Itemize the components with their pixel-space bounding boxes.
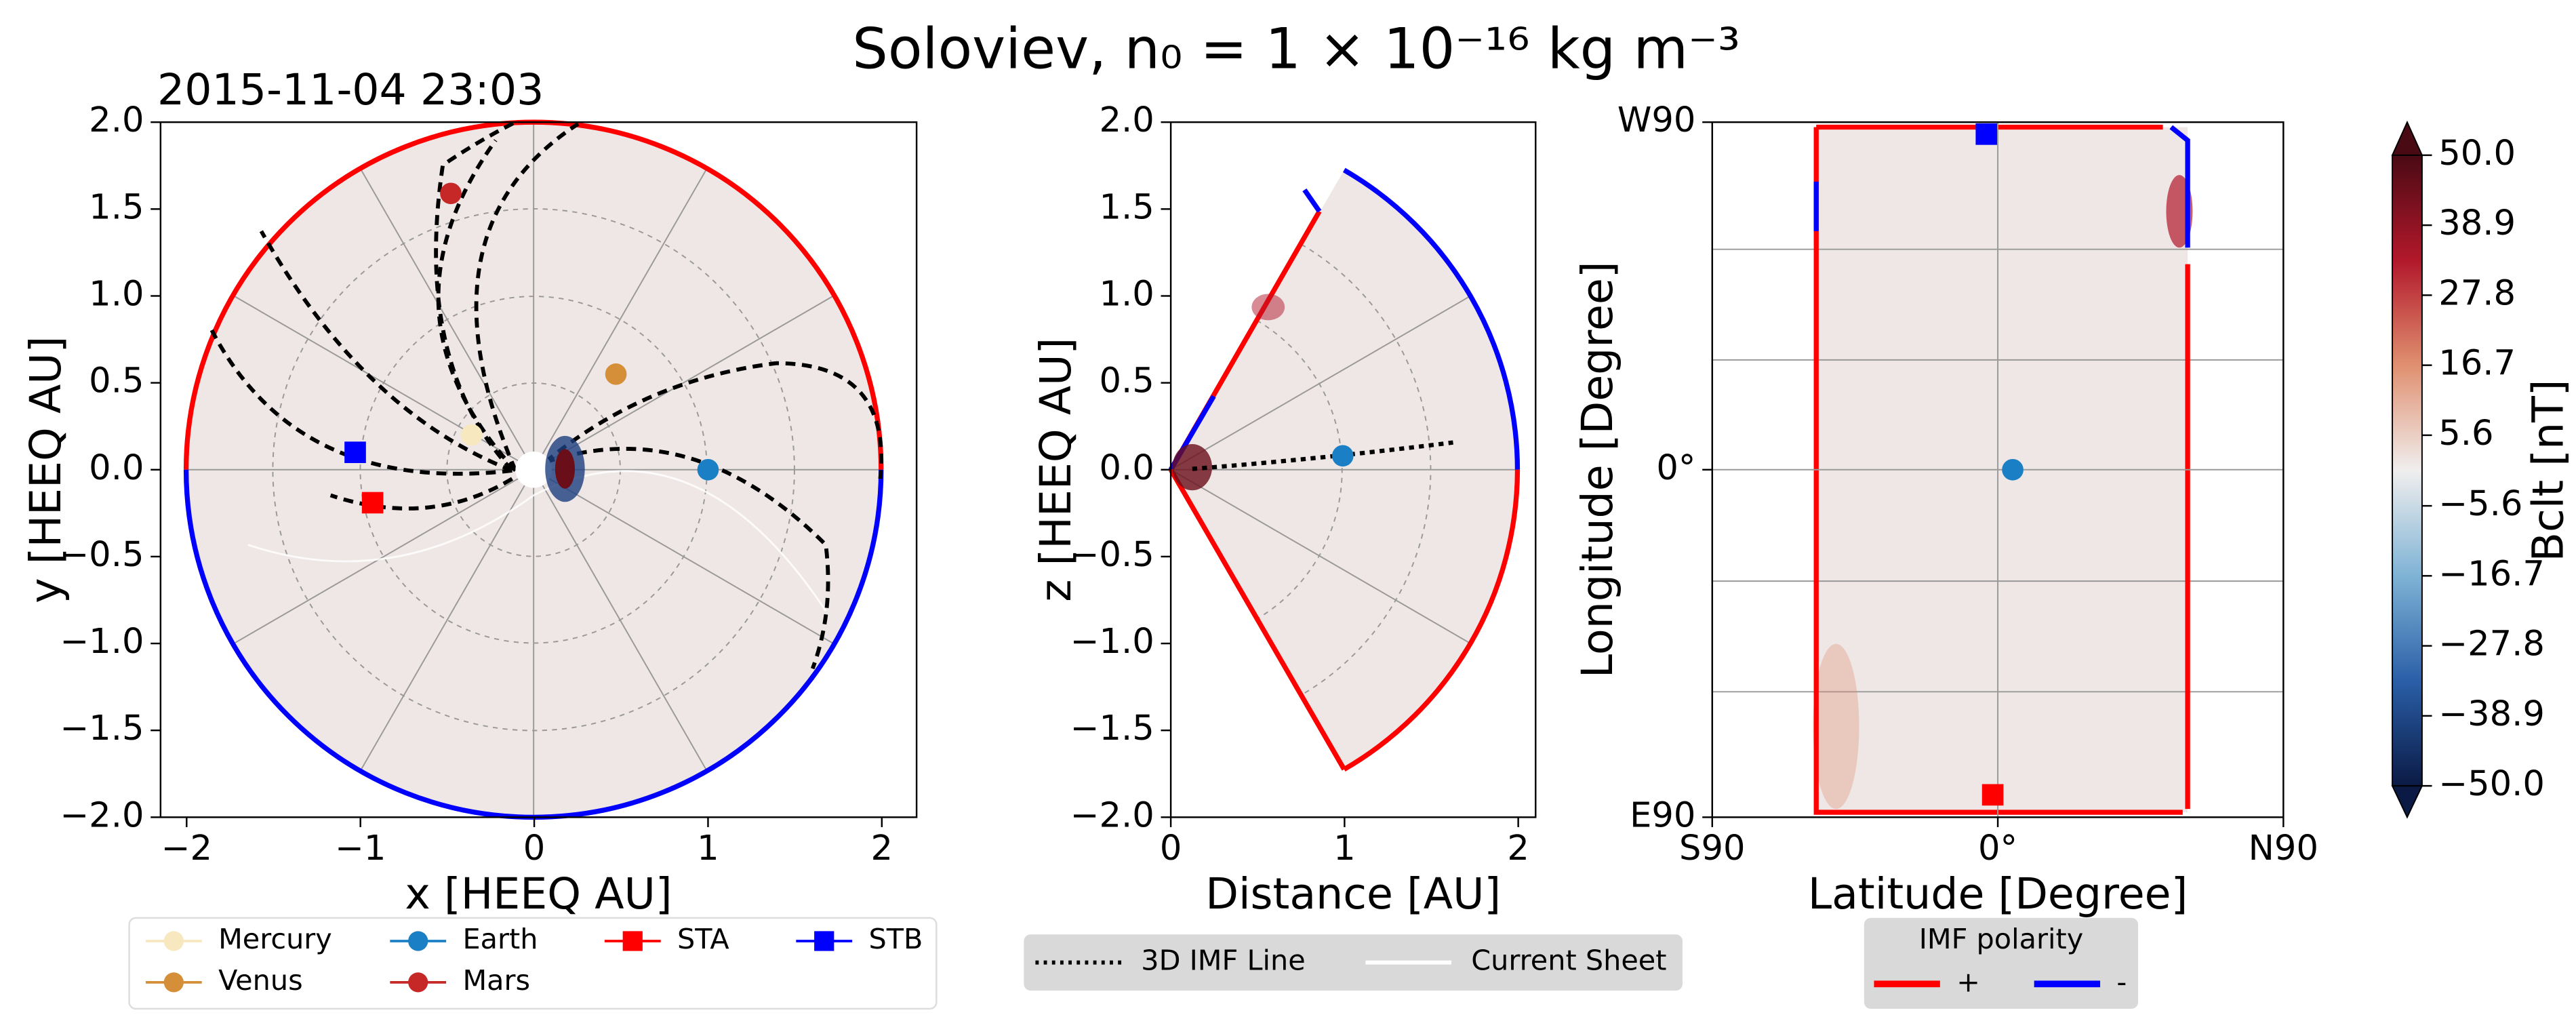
legend-label: STB: [868, 923, 923, 955]
legend-label: -: [2116, 965, 2127, 998]
marker: [1981, 784, 2004, 806]
legend-label: Venus: [218, 964, 303, 997]
panel2-background: [1168, 167, 1521, 772]
marker: [460, 424, 483, 446]
colorbar-tick-label: −5.6: [2438, 484, 2522, 524]
marker: [1975, 123, 1998, 145]
y-tick-label: 0.0: [89, 448, 144, 488]
x-tick-label: 1: [697, 829, 719, 869]
axes-frame: [1711, 121, 2285, 818]
y-tick-label: 0°: [1656, 448, 1695, 488]
x-tick-label: S90: [1679, 829, 1746, 869]
x-tick-label: 2: [871, 829, 893, 869]
colorbar-tick-label: −27.8: [2438, 624, 2545, 664]
x-axis-label: x [HEEQ AU]: [405, 869, 672, 919]
colorbar-label: Bclt [nT]: [2522, 380, 2573, 562]
y-tick-label: −0.5: [1070, 535, 1154, 575]
y-tick-label: 2.0: [89, 100, 144, 140]
colorbar: [2392, 154, 2423, 787]
marker: [408, 972, 428, 993]
colorbar-tick-label: 38.9: [2438, 203, 2516, 243]
y-tick-label: 0.0: [1099, 448, 1154, 488]
y-tick-label: 1.5: [89, 187, 144, 227]
marker: [408, 931, 428, 951]
marker: [163, 972, 184, 993]
colorbar-tick-label: 27.8: [2438, 273, 2516, 313]
marker: [697, 458, 719, 481]
y-tick-label: W90: [1617, 100, 1696, 140]
marker: [440, 182, 462, 205]
x-tick-label: 0°: [1978, 829, 2017, 869]
y-tick-label: 2.0: [1099, 100, 1154, 140]
y-tick-label: −0.5: [60, 535, 144, 575]
x-tick-label: −2: [161, 829, 212, 869]
y-tick-label: E90: [1630, 795, 1695, 835]
marker: [1331, 445, 1354, 467]
timestamp: 2015-11-04 23:03: [157, 64, 544, 115]
legend-frame: [128, 917, 938, 1010]
legend-label: Earth: [462, 923, 538, 955]
legend-frame: [1024, 934, 1683, 991]
y-axis-label: Longitude [Degree]: [1572, 261, 1622, 678]
legend-title: IMF polarity: [1919, 923, 2084, 955]
y-tick-label: 1.0: [1099, 274, 1154, 314]
colorbar-tick-label: −38.9: [2438, 694, 2545, 734]
y-axis-label: z [HEEQ AU]: [1030, 338, 1081, 602]
x-axis-label: Latitude [Degree]: [1808, 869, 2188, 919]
y-tick-label: −1.5: [1070, 709, 1154, 749]
colorbar-tick-label: 50.0: [2438, 134, 2516, 174]
marker: [814, 931, 834, 951]
y-tick-label: −2.0: [1070, 795, 1154, 835]
y-tick-label: 0.5: [1099, 361, 1154, 401]
y-tick-label: −1.5: [60, 709, 144, 749]
y-tick-label: −2.0: [60, 795, 144, 835]
colorbar-tick-label: 16.7: [2438, 344, 2516, 384]
marker: [2002, 458, 2024, 481]
figure-title: Soloviev, n₀ = 1 × 10⁻¹⁶ kg m⁻³: [852, 16, 1740, 81]
colorbar-tick-label: 5.6: [2438, 414, 2493, 454]
x-tick-label: 0: [523, 829, 546, 869]
legend-label: STA: [677, 923, 729, 955]
x-tick-label: 0: [1160, 829, 1182, 869]
x-axis-label: Distance [AU]: [1205, 869, 1501, 919]
legend-label: +: [1956, 965, 1980, 998]
x-tick-label: N90: [2249, 829, 2318, 869]
y-tick-label: 1.5: [1099, 187, 1154, 227]
axes-frame: [159, 121, 918, 818]
x-tick-label: 2: [1507, 829, 1529, 869]
y-tick-label: 0.5: [89, 361, 144, 401]
y-tick-label: −1.0: [60, 622, 144, 662]
colorbar-tick-label: −50.0: [2438, 764, 2545, 804]
marker: [605, 363, 627, 385]
marker: [344, 441, 366, 463]
legend-label: 3D IMF Line: [1141, 944, 1305, 977]
marker: [361, 492, 384, 514]
marker: [163, 931, 184, 951]
y-tick-label: −1.0: [1070, 622, 1154, 662]
x-tick-label: 1: [1333, 829, 1356, 869]
colorbar-extend: [2391, 120, 2423, 156]
y-tick-label: 1.0: [89, 274, 144, 314]
legend-label: Mars: [462, 964, 530, 997]
legend-label: Mercury: [218, 923, 332, 955]
legend-label: Current Sheet: [1471, 944, 1666, 977]
colorbar-tick-label: −16.7: [2438, 554, 2545, 594]
marker: [622, 931, 643, 951]
y-axis-label: y [HEEQ AU]: [20, 336, 71, 603]
colorbar-extend: [2391, 785, 2423, 819]
x-tick-label: −1: [335, 829, 386, 869]
axes-frame: [1169, 121, 1537, 818]
panel1-background: [183, 119, 884, 820]
